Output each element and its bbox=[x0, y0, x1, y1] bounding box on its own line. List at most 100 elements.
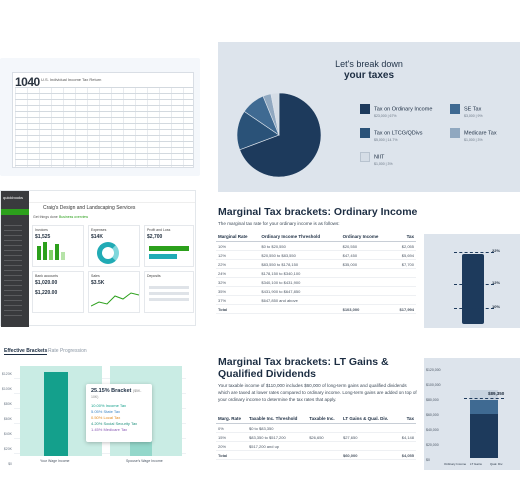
ltcg-stack-panel: $120,000 $100,000 $80,000 $60,000 $40,000 $20… bbox=[424, 358, 520, 470]
table-cell: $7,700 bbox=[392, 259, 416, 269]
qb-card-profit-loss[interactable]: Profit and Loss $2,700 bbox=[144, 225, 194, 267]
qb-card-deposits[interactable]: Deposits bbox=[144, 271, 194, 313]
col-header: Taxable Inc. bbox=[307, 414, 341, 424]
ltcg-bar-gains bbox=[470, 400, 498, 414]
table-cell: 32% bbox=[216, 277, 260, 287]
breakdown-heading-line2: your taxes bbox=[343, 70, 395, 81]
table-cell: 37% bbox=[216, 295, 260, 305]
table-row: Total $60,000 $4,055 bbox=[216, 450, 416, 460]
y-tick: $0 bbox=[426, 458, 430, 462]
table-row: 32% $340,100 to $431,900 bbox=[216, 277, 416, 287]
col-header: Tax bbox=[392, 232, 416, 242]
your-wage-bar[interactable] bbox=[44, 372, 68, 456]
table-cell: $83,350 to $517,200 bbox=[247, 432, 308, 442]
table-cell: $340,100 to $431,900 bbox=[259, 277, 341, 287]
qb-bar bbox=[49, 250, 53, 260]
qb-topbar bbox=[29, 191, 195, 203]
y-tick: $0 bbox=[8, 462, 12, 466]
quickbooks-dashboard: quickbooks Craig's Design and Landscapin… bbox=[0, 190, 196, 327]
bracket-label: 22% bbox=[492, 248, 501, 253]
card-title: Sales bbox=[91, 274, 100, 278]
legend-label: Qual. Div. bbox=[490, 462, 503, 466]
qb-tab-business-overview[interactable]: Business overview bbox=[59, 215, 88, 219]
table-row: 24% $178,150 to $340,100 bbox=[216, 268, 416, 278]
table-cell: 22% bbox=[216, 259, 260, 269]
table-cell: $0 to $83,350 bbox=[247, 423, 308, 433]
qb-card-expenses[interactable]: Expenses $14K bbox=[88, 225, 140, 267]
table-cell: $27,650 bbox=[340, 432, 398, 442]
table-row: 0% $0 to $83,350 bbox=[216, 423, 416, 433]
qb-bar bbox=[61, 252, 65, 260]
threshold-callout: $89,350 bbox=[488, 391, 505, 396]
table-cell: $0 to $20,550 bbox=[259, 241, 341, 251]
legend-label: Tax on LTCG/QDivs bbox=[374, 130, 423, 137]
table-cell: $17,994 bbox=[392, 304, 416, 314]
col-header: Marg. Rate bbox=[216, 414, 247, 424]
y-tick: $20K bbox=[3, 447, 12, 451]
table-row: 35% $431,900 to $647,850 bbox=[216, 286, 416, 296]
card-value: $2,700 bbox=[147, 234, 163, 240]
qb-card-bank[interactable]: Bank accounts $1,020.00 $1,220.00 bbox=[32, 271, 84, 313]
table-cell bbox=[307, 450, 341, 460]
y-tick: $40K bbox=[3, 432, 12, 436]
card-title: Invoices bbox=[35, 228, 48, 232]
bracket-line bbox=[454, 308, 494, 309]
legend-sub: $3,000 | 9% bbox=[464, 114, 483, 118]
tax-pie-chart bbox=[236, 92, 322, 178]
table-row: 15% $83,350 to $517,200 $26,650 $27,650 $4,1… bbox=[216, 432, 416, 442]
table-cell: $35,000 bbox=[340, 259, 393, 269]
card-title: Deposits bbox=[147, 274, 161, 278]
legend-label: Medicare Tax bbox=[464, 130, 497, 137]
qb-card-invoices[interactable]: Invoices $1,525 bbox=[32, 225, 84, 267]
legend-swatch bbox=[360, 104, 370, 114]
tab-rate-progression[interactable]: Rate Progression bbox=[48, 348, 87, 354]
qb-sidebar: quickbooks bbox=[1, 191, 29, 327]
table-cell: 20% bbox=[216, 441, 247, 451]
bracket-tooltip: 25.15% Bracket ($5K-10K) 10.00% Income T… bbox=[86, 384, 152, 442]
qb-bar bbox=[55, 244, 59, 260]
y-tick: $80K bbox=[3, 402, 12, 406]
table-cell: 12% bbox=[216, 250, 260, 260]
effective-brackets-widget: Effective Brackets Rate Progression $120… bbox=[0, 340, 196, 478]
card-value: $1,525 bbox=[35, 234, 51, 240]
tooltip-range: ($5K-10K) bbox=[91, 389, 142, 399]
table-cell: 15% bbox=[216, 432, 247, 442]
qb-tab-get-things-done[interactable]: Get things done bbox=[33, 215, 58, 219]
pie-slice bbox=[239, 92, 322, 178]
y-tick: $40,000 bbox=[426, 428, 439, 432]
card-title: Expenses bbox=[91, 228, 107, 232]
table-row: 22% $83,550 to $178,150 $35,000 $7,700 bbox=[216, 259, 416, 269]
form-paper: 1040 U.S. Individual Income Tax Return bbox=[12, 72, 194, 168]
qb-card-sales[interactable]: Sales $3.5K bbox=[88, 271, 140, 313]
y-tick: $120K bbox=[1, 372, 12, 376]
qb-bar bbox=[37, 246, 41, 260]
bracket-label: 10% bbox=[492, 304, 501, 309]
y-tick: $80,000 bbox=[426, 398, 439, 402]
tab-effective-brackets[interactable]: Effective Brackets bbox=[4, 348, 48, 355]
table-cell bbox=[340, 441, 398, 451]
card-value: $1,020.00 bbox=[35, 280, 58, 286]
legend-label: LT Gains bbox=[470, 462, 482, 466]
legend-label: Ordinary Income bbox=[444, 462, 467, 466]
x-label: Your Wage Income bbox=[40, 459, 70, 463]
table-cell: $178,150 to $340,100 bbox=[259, 268, 341, 278]
legend-ltcg: Tax on LTCG/QDivs $5,000 | 14.7% bbox=[360, 128, 423, 142]
legend-sub: $23,000 | 67% bbox=[374, 114, 397, 118]
table-cell bbox=[340, 286, 393, 296]
table-cell: $517,200 and up bbox=[247, 441, 308, 451]
col-header: LT Gains & Qual. Div. bbox=[340, 414, 398, 424]
table-cell bbox=[247, 450, 308, 460]
table-cell bbox=[340, 295, 393, 305]
col-header: Ordinary Income Threshold bbox=[259, 232, 341, 242]
form-1040-thumbnail: 1040 U.S. Individual Income Tax Return bbox=[0, 58, 200, 176]
table-cell bbox=[259, 304, 341, 314]
table-cell: $60,000 bbox=[340, 450, 398, 460]
legend-sub: $1,000 | 3% bbox=[374, 162, 393, 166]
table-cell: Total bbox=[216, 450, 247, 460]
table-cell bbox=[340, 423, 398, 433]
y-tick: $60,000 bbox=[426, 413, 439, 417]
ordinary-brackets-table: Marginal Rate Ordinary Income Threshold … bbox=[216, 232, 416, 314]
bracket-line bbox=[454, 252, 494, 253]
card-title: Bank accounts bbox=[35, 274, 58, 278]
col-header: Taxable Inc. Threshold bbox=[247, 414, 308, 424]
